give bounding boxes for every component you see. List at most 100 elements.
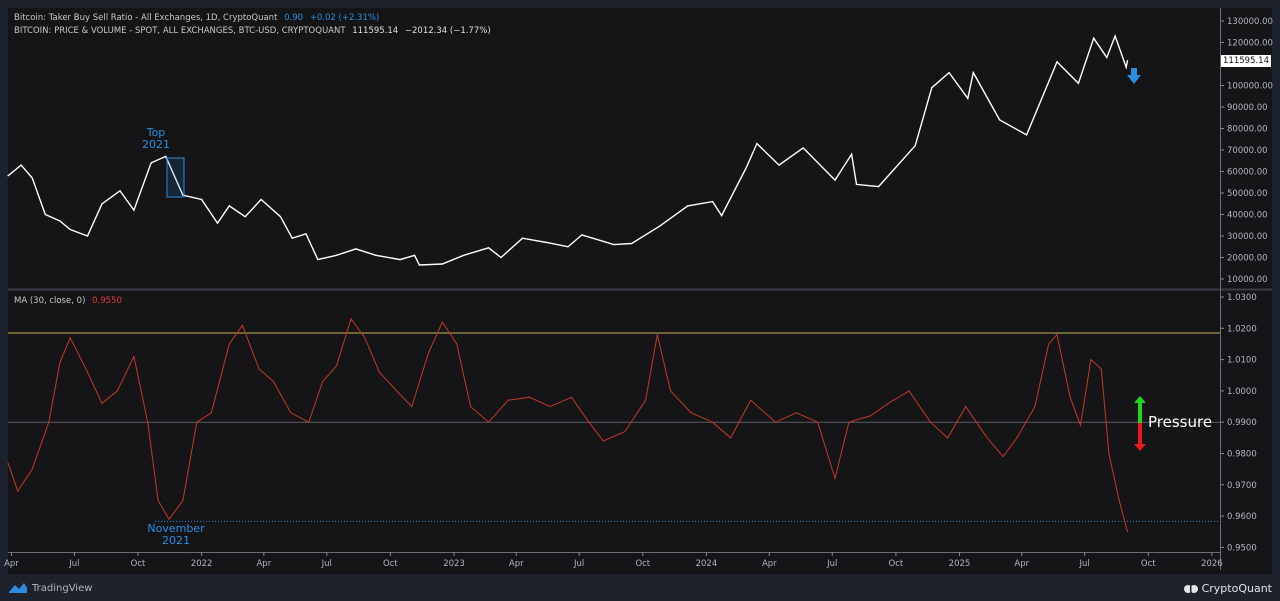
price-axis-tick-label: 120000.00 bbox=[1227, 39, 1273, 49]
ma-point bbox=[7, 462, 9, 464]
ma-point bbox=[69, 337, 71, 339]
ma-point bbox=[1118, 499, 1120, 501]
ma-axis-tick-label: 0.9500 bbox=[1227, 543, 1257, 553]
price-point bbox=[802, 147, 804, 149]
ma-point bbox=[528, 396, 530, 398]
ma-axis-tick-label: 0.9600 bbox=[1227, 512, 1257, 522]
price-point bbox=[260, 198, 262, 201]
ma-point bbox=[1090, 359, 1092, 361]
price-point bbox=[7, 175, 9, 177]
price-point bbox=[463, 254, 465, 256]
annotation-top-line2: 2021 bbox=[142, 138, 170, 151]
ma-point bbox=[645, 399, 647, 401]
ma-point bbox=[795, 412, 797, 414]
ma-point bbox=[507, 399, 509, 401]
price-point bbox=[487, 247, 490, 249]
ma-point bbox=[210, 412, 212, 414]
price-axis-tick-label: 130000.00 bbox=[1227, 17, 1273, 27]
price-point bbox=[414, 254, 416, 256]
price-point bbox=[317, 259, 319, 261]
price-point bbox=[216, 222, 219, 224]
ma-point bbox=[196, 421, 198, 423]
time-axis-tick-label: Oct bbox=[889, 559, 904, 569]
ma-point bbox=[258, 368, 260, 370]
cryptoquant-text: CryptoQuant bbox=[1201, 582, 1272, 595]
tradingview-logo[interactable]: TradingView bbox=[8, 582, 92, 594]
ma-title: MA (30, close, 0) bbox=[14, 296, 86, 306]
price-point bbox=[972, 72, 974, 74]
price-series-line bbox=[7, 33, 1129, 266]
price-point bbox=[613, 244, 615, 246]
time-axis-tick-label: Jul bbox=[826, 559, 837, 569]
chart-frame bbox=[8, 8, 1272, 574]
price-axis-tick-label: 20000.00 bbox=[1227, 254, 1268, 264]
ma-legend: MA (30, close, 0) 0.9550 bbox=[14, 296, 126, 306]
price-point bbox=[1056, 61, 1058, 63]
time-axis-tick-label: 2023 bbox=[443, 559, 465, 569]
price-point bbox=[1126, 59, 1129, 62]
ma-point bbox=[848, 421, 850, 423]
price-point bbox=[375, 254, 377, 256]
ma-point bbox=[273, 381, 275, 383]
price-point bbox=[1114, 35, 1116, 37]
price-point bbox=[399, 259, 401, 261]
price-point bbox=[1077, 82, 1080, 84]
ma-point bbox=[1080, 424, 1082, 426]
last-price-label: 111595.14 bbox=[1221, 55, 1271, 67]
top-2021-box bbox=[166, 157, 185, 198]
ma-point bbox=[228, 343, 230, 345]
price-point bbox=[279, 216, 282, 218]
time-axis-tick-label: Oct bbox=[635, 559, 650, 569]
ma-point bbox=[817, 421, 819, 423]
price-point bbox=[914, 145, 916, 147]
price-point bbox=[291, 237, 293, 239]
price-point bbox=[119, 190, 121, 192]
ma-point bbox=[1100, 368, 1102, 370]
ma-point bbox=[116, 390, 118, 392]
price-point bbox=[1025, 134, 1028, 136]
ma-point bbox=[378, 371, 380, 373]
ma-series-line bbox=[7, 317, 1128, 532]
price-point bbox=[581, 234, 583, 236]
ma-point bbox=[549, 406, 551, 408]
price-point bbox=[1125, 66, 1127, 68]
ratio-change: +0.02 (+2.31%) bbox=[309, 13, 380, 23]
price-axis-tick-label: 50000.00 bbox=[1227, 189, 1268, 199]
ma-point bbox=[965, 406, 967, 408]
ma-point bbox=[241, 324, 243, 326]
ratio-legend: Bitcoin: Taker Buy Sell Ratio - All Exch… bbox=[14, 13, 383, 23]
price-point bbox=[150, 162, 152, 164]
time-axis-tick-label: Jul bbox=[321, 559, 332, 569]
price-point bbox=[228, 205, 230, 207]
ma-axis-tick-label: 1.0300 bbox=[1227, 293, 1257, 303]
price-point bbox=[834, 179, 836, 181]
price-point bbox=[999, 119, 1001, 121]
price-point bbox=[967, 97, 969, 99]
price-point bbox=[1106, 56, 1108, 59]
ratio-title: Bitcoin: Taker Buy Sell Ratio - All Exch… bbox=[14, 13, 278, 23]
ma-point bbox=[290, 412, 292, 414]
price-legend: BITCOIN: PRICE & VOLUME - SPOT, ALL EXCH… bbox=[14, 26, 495, 36]
ma-point bbox=[456, 343, 458, 345]
time-axis-tick-label: Oct bbox=[383, 559, 398, 569]
ma-point bbox=[1056, 334, 1058, 336]
price-point bbox=[851, 153, 853, 155]
time-axis-tick-label: Oct bbox=[131, 559, 146, 569]
price-axis-tick-label: 100000.00 bbox=[1227, 82, 1273, 92]
pressure-up-arrow-icon bbox=[1134, 396, 1146, 423]
price-point bbox=[877, 185, 880, 188]
ma-point bbox=[690, 412, 692, 414]
ma-point bbox=[834, 478, 836, 480]
time-axis-tick-label: 2026 bbox=[1201, 559, 1223, 569]
price-point bbox=[44, 213, 46, 216]
price-point bbox=[721, 214, 723, 217]
price-point bbox=[133, 209, 135, 211]
tradingview-icon bbox=[9, 583, 27, 593]
down-arrow-icon bbox=[1127, 68, 1141, 84]
footer: TradingView CryptoQuant bbox=[0, 576, 1280, 601]
ma-point bbox=[656, 334, 658, 336]
ma-point bbox=[1048, 343, 1050, 345]
annotation-nov-line1: November bbox=[147, 522, 205, 535]
ma-point bbox=[488, 421, 490, 423]
